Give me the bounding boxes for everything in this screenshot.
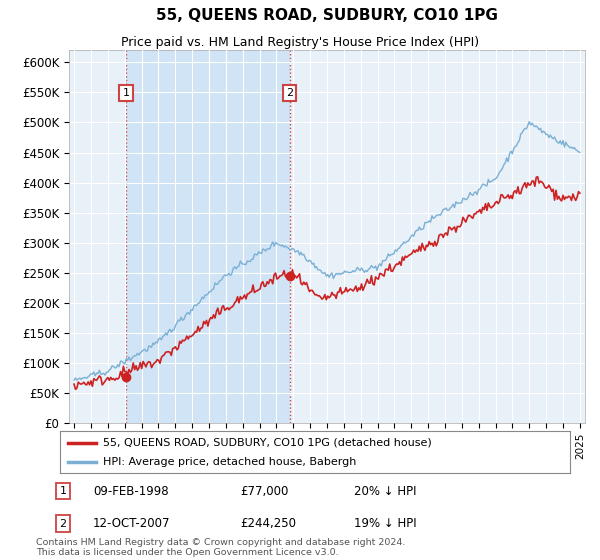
Text: £77,000: £77,000 — [240, 484, 289, 498]
Text: 2: 2 — [286, 88, 293, 98]
Text: 19% ↓ HPI: 19% ↓ HPI — [354, 517, 416, 530]
Text: 55, QUEENS ROAD, SUDBURY, CO10 1PG (detached house): 55, QUEENS ROAD, SUDBURY, CO10 1PG (deta… — [103, 437, 432, 447]
Text: Contains HM Land Registry data © Crown copyright and database right 2024.
This d: Contains HM Land Registry data © Crown c… — [36, 538, 406, 557]
Title: 55, QUEENS ROAD, SUDBURY, CO10 1PG: 55, QUEENS ROAD, SUDBURY, CO10 1PG — [156, 8, 498, 23]
Text: 1: 1 — [123, 88, 130, 98]
Text: £244,250: £244,250 — [240, 517, 296, 530]
Text: Price paid vs. HM Land Registry's House Price Index (HPI): Price paid vs. HM Land Registry's House … — [121, 36, 479, 49]
Text: 09-FEB-1998: 09-FEB-1998 — [93, 484, 169, 498]
Text: 1: 1 — [59, 486, 67, 496]
Text: 20% ↓ HPI: 20% ↓ HPI — [354, 484, 416, 498]
Bar — [127, 50, 290, 423]
Text: 12-OCT-2007: 12-OCT-2007 — [93, 517, 170, 530]
Text: 2: 2 — [59, 519, 67, 529]
Text: HPI: Average price, detached house, Babergh: HPI: Average price, detached house, Babe… — [103, 457, 357, 467]
